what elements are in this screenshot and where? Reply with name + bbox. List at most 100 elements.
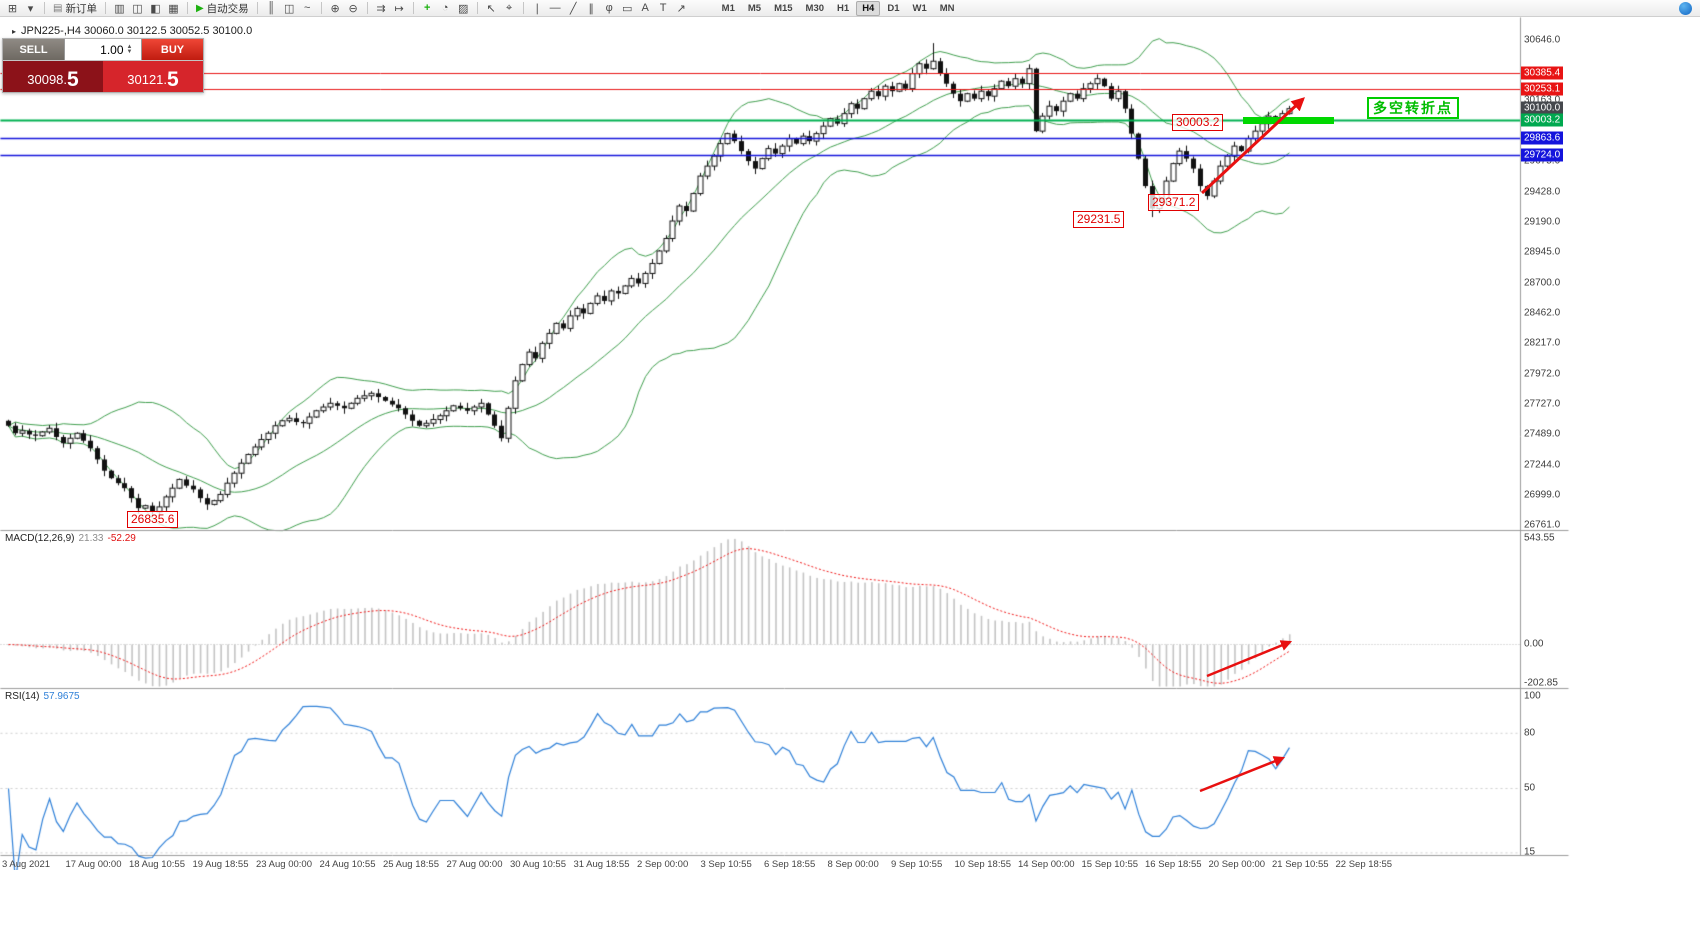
buy-price[interactable]: 30121. 5 <box>103 61 203 92</box>
market-watch-button[interactable]: ▥ <box>114 2 125 15</box>
channel-button[interactable]: ∥ <box>588 2 594 15</box>
navigator-button[interactable]: ◧ <box>150 2 161 15</box>
time-axis-label: 10 Sep 18:55 <box>954 859 1012 870</box>
timeframe-group: M1 M5 M15 M30 H1 H4 D1 W1 MN <box>716 0 961 16</box>
horizontal-line-button[interactable]: ― <box>549 2 561 14</box>
zoom-in-button[interactable]: ⊕ <box>330 2 340 15</box>
autotrading-button[interactable]: ▶ 自动交易 <box>193 1 252 16</box>
auto-scroll-button[interactable]: ⇉ <box>376 2 386 15</box>
rsi-value: 57.9675 <box>43 691 80 702</box>
time-axis-label: 6 Sep 18:55 <box>764 859 816 870</box>
time-axis-label: 25 Aug 18:55 <box>383 859 439 870</box>
vertical-line-button[interactable]: ∣ <box>534 2 540 15</box>
time-axis-label: 8 Sep 00:00 <box>827 859 879 870</box>
crosshair-button[interactable]: ⌖ <box>506 1 513 14</box>
time-axis-label: 14 Sep 00:00 <box>1018 859 1075 870</box>
terminal-button[interactable]: ▦ <box>168 2 179 15</box>
timeframe-d1[interactable]: D1 <box>887 2 900 14</box>
toolbar-separator <box>476 2 478 14</box>
candlestick-chart-button[interactable]: ◫ <box>283 2 295 15</box>
macd-signal-value: -52.29 <box>107 533 136 544</box>
time-axis-label: 9 Sep 10:55 <box>891 859 943 870</box>
time-axis-label: 16 Sep 18:55 <box>1145 859 1202 870</box>
time-axis-label: 21 Sep 10:55 <box>1272 859 1329 870</box>
autotrading-button-label: 自动交易 <box>206 2 249 15</box>
profiles-button[interactable]: ▾ <box>27 2 34 15</box>
toolbar-separator <box>366 2 368 14</box>
fibonacci-button[interactable]: φ <box>605 2 613 14</box>
line-chart-button[interactable]: ~ <box>303 2 311 14</box>
volume-up-icon[interactable]: ▲ <box>126 43 133 50</box>
toolbar-separator <box>104 2 106 14</box>
toolbar-separator <box>186 2 188 14</box>
time-axis-label: 2 Sep 00:00 <box>637 859 689 870</box>
new-order-button[interactable]: ▤ 新订单 <box>50 1 100 16</box>
support-highlight-bar[interactable] <box>1243 117 1334 124</box>
timeframe-m1[interactable]: M1 <box>721 2 735 14</box>
price-annotation-26835[interactable]: 26835.6 <box>127 511 179 528</box>
time-axis-label: 27 Aug 00:00 <box>446 859 503 870</box>
macd-value: 21.33 <box>78 533 104 544</box>
price-annotation-30003[interactable]: 30003.2 <box>1172 114 1224 131</box>
time-axis-label: 15 Sep 10:55 <box>1081 859 1139 870</box>
chart-area[interactable]: ▸ JPN225-,H4 30060.0 30122.5 30052.5 301… <box>0 17 1700 870</box>
rsi-indicator-label: RSI(14) 57.9675 <box>5 691 80 702</box>
toolbar-separator <box>320 2 322 14</box>
buy-button[interactable]: BUY <box>141 39 203 60</box>
cursor-button[interactable]: ↖ <box>486 2 496 15</box>
sell-price-fraction: 5 <box>67 68 79 91</box>
toolbar-separator <box>522 2 524 14</box>
app-icon[interactable] <box>1679 2 1692 15</box>
turning-point-note[interactable]: 多空转折点 <box>1367 97 1459 119</box>
volume-input[interactable] <box>73 42 124 57</box>
macd-name: MACD(12,26,9) <box>5 533 75 544</box>
one-click-trading-widget: SELL ▲ ▼ BUY 30098.5 30121.5 <box>2 38 204 93</box>
time-axis-label: 19 Aug 18:55 <box>192 859 249 870</box>
timeframe-m15[interactable]: M15 <box>774 2 793 14</box>
price-chart-canvas[interactable] <box>0 17 1700 870</box>
volume-down-icon[interactable]: ▼ <box>126 48 133 55</box>
bar-chart-button[interactable]: ║ <box>267 2 276 14</box>
zoom-out-button[interactable]: ⊖ <box>348 2 358 15</box>
new-order-button-icon: ▤ <box>53 2 63 14</box>
buy-price-main: 30121. <box>127 72 168 87</box>
time-axis-label: 31 Aug 18:55 <box>573 859 630 870</box>
label-button[interactable]: T <box>659 2 667 14</box>
price-annotation-29371[interactable]: 29371.2 <box>1148 194 1200 211</box>
timeframe-h1[interactable]: H1 <box>837 2 850 14</box>
timeframe-mn[interactable]: MN <box>939 2 955 14</box>
arrows-button[interactable]: ↗ <box>676 2 686 15</box>
sell-price-main: 30098. <box>27 72 68 87</box>
time-axis-label: 3 Aug 2021 <box>2 859 51 870</box>
time-axis[interactable]: 3 Aug 2021 17 Aug 00:00 18 Aug 10:55 19 Aug… <box>0 859 1700 871</box>
time-axis-label: 3 Sep 10:55 <box>700 859 752 870</box>
toolbar: ⊞ ▾ ▤ 新订单 ▥ ◫ ◧ ▦ ▶ 自动交易 ║ ◫ ~ ⊕ ⊖ ⇉ ↦ + ◔ ▨ ↖ ⌖ ∣ ― ╱ ∥ φ ▭ A T ↗ M1 M… <box>0 0 1700 17</box>
timeframe-m5[interactable]: M5 <box>747 2 762 14</box>
oct-expand-icon[interactable]: ▸ <box>12 26 17 36</box>
timeframe-h4[interactable]: H4 <box>856 0 881 16</box>
trendline-button[interactable]: ╱ <box>569 2 577 15</box>
indicators-button[interactable]: + <box>423 2 431 14</box>
buy-price-fraction: 5 <box>167 68 179 91</box>
time-axis-label: 24 Aug 10:55 <box>319 859 376 870</box>
text-button[interactable]: A <box>641 2 649 14</box>
data-window-button[interactable]: ◫ <box>132 2 143 15</box>
symbol-ohlc-line: ▸ JPN225-,H4 30060.0 30122.5 30052.5 301… <box>12 25 252 37</box>
volume-field[interactable]: ▲ ▼ <box>65 39 141 60</box>
timeframe-m30[interactable]: M30 <box>805 2 825 14</box>
sell-price[interactable]: 30098. 5 <box>3 61 103 92</box>
price-annotation-29231[interactable]: 29231.5 <box>1073 211 1125 228</box>
sell-button[interactable]: SELL <box>3 39 65 60</box>
volume-spinner[interactable]: ▲ ▼ <box>126 43 133 55</box>
autotrading-button-icon: ▶ <box>195 2 204 14</box>
new-chart-button[interactable]: ⊞ <box>7 2 18 15</box>
periods-button[interactable]: ◔ <box>441 2 449 14</box>
toolbar-separator <box>412 2 414 14</box>
chart-shift-button[interactable]: ↦ <box>394 2 404 15</box>
toolbar-separator <box>44 2 45 14</box>
rsi-name: RSI(14) <box>5 691 40 702</box>
shapes-button[interactable]: ▭ <box>621 2 633 15</box>
time-axis-label: 17 Aug 00:00 <box>65 859 122 870</box>
templates-button[interactable]: ▨ <box>457 2 469 15</box>
timeframe-w1[interactable]: W1 <box>912 2 927 14</box>
